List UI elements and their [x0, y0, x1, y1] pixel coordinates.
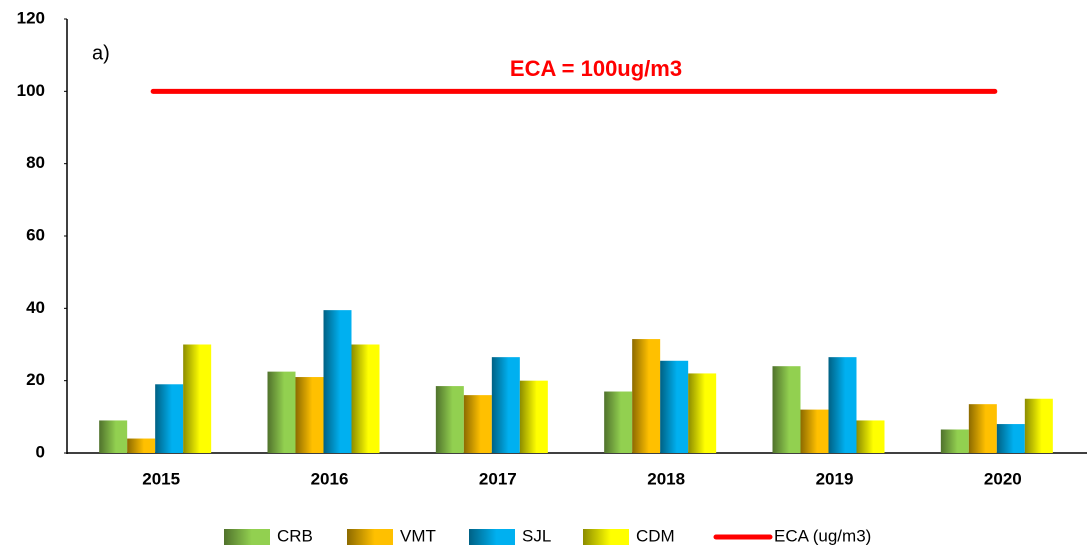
y-tick-label: 40 — [26, 298, 45, 317]
bar — [127, 438, 156, 453]
y-tick-label: 60 — [26, 225, 45, 244]
bar — [295, 377, 324, 453]
bar — [828, 357, 857, 453]
x-tick-label: 2016 — [311, 469, 349, 488]
bar — [183, 344, 212, 453]
x-tick-label: 2018 — [647, 469, 685, 488]
bar — [155, 384, 184, 453]
legend-swatch — [469, 529, 515, 545]
y-tick-label: 80 — [26, 153, 45, 172]
legend-swatch — [224, 529, 270, 545]
bar — [491, 357, 520, 453]
x-tick-label: 2015 — [142, 469, 180, 488]
bar — [1024, 398, 1053, 453]
bar — [604, 391, 633, 453]
bar — [99, 420, 128, 453]
legend-label: CRB — [277, 526, 313, 545]
x-tick-label: 2017 — [479, 469, 517, 488]
x-tick-label: 2019 — [816, 469, 854, 488]
bar — [940, 429, 969, 453]
legend-swatch — [347, 529, 393, 545]
bar — [519, 380, 548, 453]
bar — [968, 404, 997, 453]
bar — [267, 371, 296, 453]
bar — [800, 409, 829, 453]
y-tick-label: 0 — [36, 442, 45, 461]
bar — [351, 344, 380, 453]
bar — [660, 360, 689, 453]
legend-label: CDM — [636, 526, 675, 545]
bar — [856, 420, 885, 453]
annotation: ECA = 100ug/m3 — [510, 56, 682, 81]
bar — [772, 366, 801, 453]
x-tick-label: 2020 — [984, 469, 1022, 488]
legend-label: VMT — [400, 526, 436, 545]
y-tick-label: 120 — [17, 8, 45, 27]
legend-label: SJL — [522, 526, 551, 545]
bar — [435, 386, 464, 453]
legend-swatch — [583, 529, 629, 545]
bar — [632, 339, 661, 453]
bar — [996, 424, 1025, 453]
bar — [463, 395, 492, 453]
panel-label: a) — [92, 42, 110, 64]
y-tick-label: 20 — [26, 370, 45, 389]
bar — [323, 310, 352, 453]
legend-label: ECA (ug/m3) — [774, 526, 871, 545]
bar — [688, 373, 717, 453]
y-tick-label: 100 — [17, 81, 45, 100]
